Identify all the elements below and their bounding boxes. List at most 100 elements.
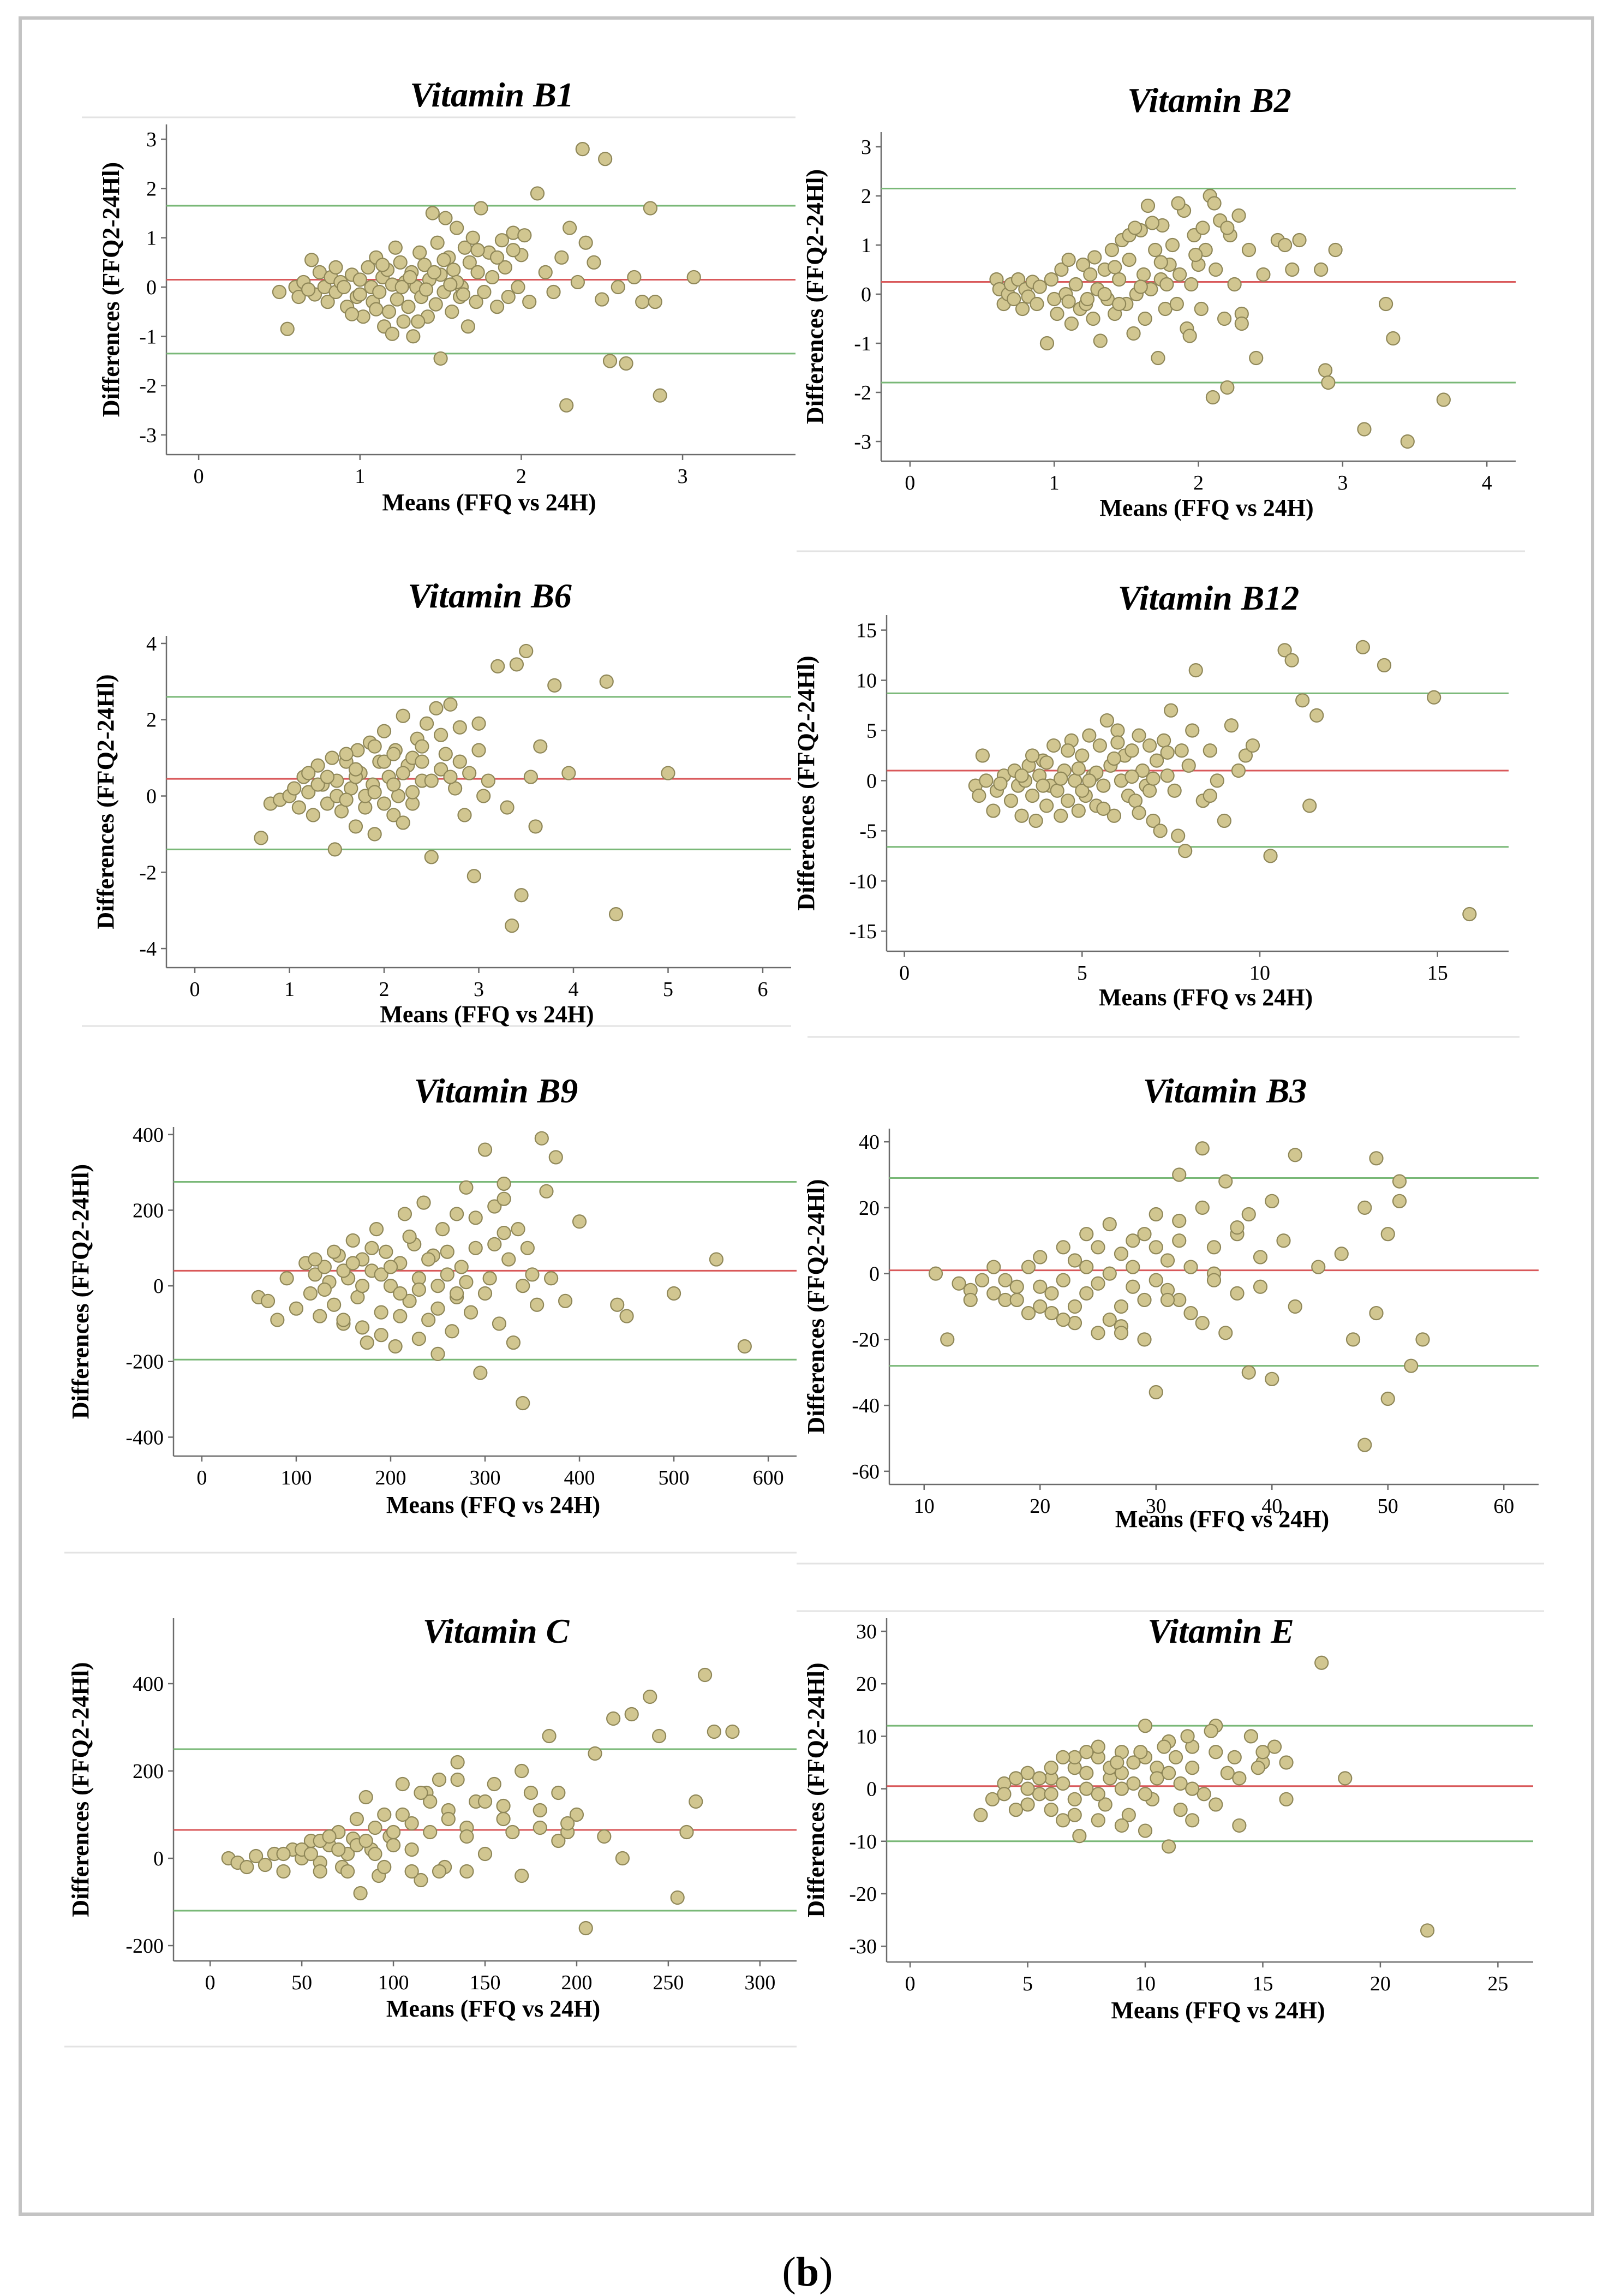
data-point <box>1194 301 1209 317</box>
x-tick-label: 5 <box>1022 1972 1033 1995</box>
data-point <box>635 294 650 309</box>
data-point <box>460 319 475 334</box>
data-point <box>1091 1787 1105 1802</box>
data-point <box>1056 1313 1070 1327</box>
data-point <box>1217 311 1232 326</box>
data-point <box>1098 1797 1112 1812</box>
data-point <box>569 1807 584 1822</box>
data-point <box>276 1864 291 1879</box>
data-point <box>1082 773 1097 788</box>
data-point <box>487 1199 502 1214</box>
data-point <box>1230 1286 1245 1301</box>
data-point <box>374 1305 388 1320</box>
data-point <box>1061 794 1075 808</box>
data-point <box>1355 640 1371 654</box>
data-point <box>515 1868 529 1883</box>
figure-frame <box>19 16 1594 2216</box>
y-axis-label: Differences (FFQ2-24Hl) <box>98 162 124 417</box>
x-tick-label: 400 <box>564 1466 595 1489</box>
data-point <box>539 1184 554 1198</box>
x-tick-label: 60 <box>1493 1495 1514 1518</box>
data-point <box>973 1808 988 1822</box>
data-point <box>963 1292 978 1308</box>
data-point <box>1138 311 1152 326</box>
data-point <box>477 284 492 300</box>
data-point <box>1436 392 1451 407</box>
data-point <box>417 258 432 272</box>
data-point <box>320 770 335 784</box>
data-point <box>1311 1260 1326 1274</box>
data-point <box>424 773 439 788</box>
data-point <box>1415 1332 1430 1347</box>
data-point <box>454 1260 469 1274</box>
data-point <box>425 206 440 220</box>
data-point <box>386 808 401 822</box>
x-tick-label: 0 <box>190 978 200 1001</box>
data-point <box>1357 1438 1372 1452</box>
data-point <box>602 354 618 368</box>
data-point <box>301 785 316 800</box>
data-point <box>1044 1787 1058 1802</box>
data-point <box>1377 658 1392 673</box>
data-point <box>1056 1273 1070 1287</box>
data-point <box>1241 1365 1256 1380</box>
data-point <box>405 785 420 800</box>
data-point <box>438 747 453 761</box>
data-point <box>272 284 287 300</box>
data-point <box>979 773 994 788</box>
data-point <box>396 708 410 723</box>
data-point <box>1071 761 1086 776</box>
data-point <box>376 724 392 738</box>
x-tick-label: 2 <box>1193 472 1204 494</box>
data-point <box>534 1131 549 1146</box>
data-point <box>406 329 421 344</box>
data-point <box>1110 735 1125 750</box>
data-point <box>339 747 354 761</box>
data-point <box>383 1279 398 1293</box>
y-tick-label: 30 <box>856 1620 877 1643</box>
data-point <box>587 255 601 270</box>
x-tick-label: 4 <box>568 978 578 1001</box>
data-point <box>336 1263 351 1278</box>
data-point <box>1295 693 1310 708</box>
data-point <box>998 1273 1013 1287</box>
data-point <box>511 279 525 295</box>
data-point <box>1138 1787 1153 1802</box>
data-point <box>1015 301 1030 317</box>
data-point <box>1075 783 1090 798</box>
data-point <box>1167 783 1182 798</box>
y-tick-label: 15 <box>856 619 877 642</box>
data-point <box>348 762 363 777</box>
data-point <box>471 716 486 731</box>
data-point <box>416 1195 431 1210</box>
y-tick-label: 1 <box>146 227 157 250</box>
data-point <box>1173 1802 1188 1817</box>
data-point <box>240 1859 254 1875</box>
data-point <box>627 270 642 285</box>
data-point <box>471 743 486 758</box>
data-point <box>367 785 382 800</box>
data-point <box>497 1176 511 1191</box>
data-point <box>1128 794 1143 808</box>
data-point <box>291 289 306 305</box>
x-tick-label: 0 <box>205 1971 216 1994</box>
data-point <box>301 282 316 297</box>
data-point <box>651 1728 667 1744</box>
data-point <box>1279 1755 1294 1770</box>
data-point <box>258 1857 273 1872</box>
data-point <box>364 1241 379 1255</box>
data-point <box>1132 728 1146 743</box>
data-point <box>993 776 1008 791</box>
data-point <box>653 388 667 403</box>
data-point <box>433 351 448 366</box>
data-point <box>1032 279 1047 294</box>
y-tick-label: -2 <box>139 861 157 884</box>
data-point <box>424 850 439 864</box>
data-point <box>1232 1818 1247 1833</box>
data-point <box>1126 1260 1140 1274</box>
data-point <box>561 766 576 780</box>
data-point <box>1009 1279 1024 1294</box>
y-tick-label: 20 <box>859 1197 880 1220</box>
data-point <box>280 321 295 336</box>
